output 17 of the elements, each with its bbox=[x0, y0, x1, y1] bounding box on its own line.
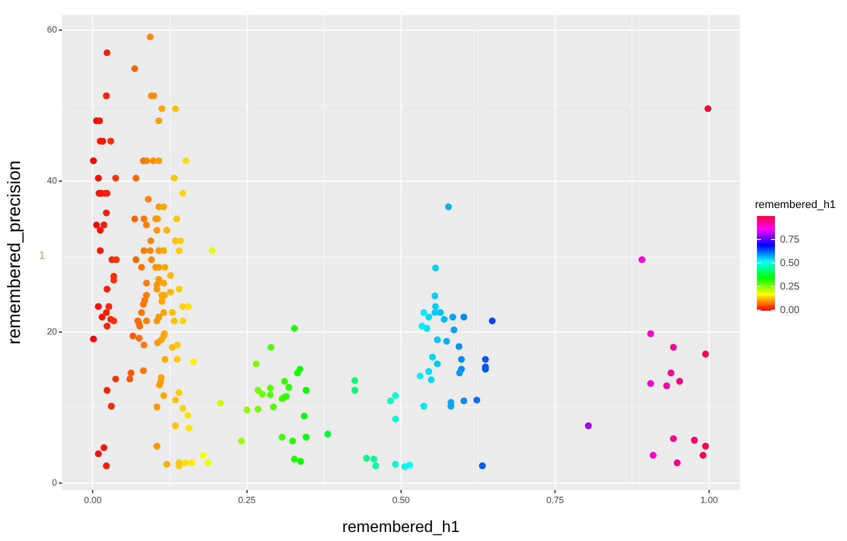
y-tick-label: 40 bbox=[46, 176, 57, 186]
color-bar-label: 0.00 bbox=[780, 304, 800, 316]
y-tick-label: 0 bbox=[52, 478, 57, 488]
x-tick-label: 0.00 bbox=[84, 494, 102, 505]
y-tick-label: 60 bbox=[46, 24, 57, 35]
color-bar-title: remembered_h1 bbox=[755, 199, 836, 211]
x-tick-label: 0.75 bbox=[546, 494, 564, 505]
x-tick-label: 1.00 bbox=[700, 494, 718, 505]
color-bar-label: 0.25 bbox=[780, 281, 800, 292]
x-tick-label: 0.25 bbox=[238, 494, 256, 505]
y-axis-title: remembered_precision bbox=[4, 160, 24, 345]
color-bar-label: 0.50 bbox=[780, 258, 800, 269]
x-tick-label: 0.50 bbox=[392, 494, 410, 505]
x-axis-title: remembered_h1 bbox=[342, 518, 460, 536]
color-bar-label: 0.75 bbox=[780, 234, 800, 246]
y-tick-label: 20 bbox=[46, 326, 57, 337]
text: 1 bbox=[38, 250, 46, 262]
